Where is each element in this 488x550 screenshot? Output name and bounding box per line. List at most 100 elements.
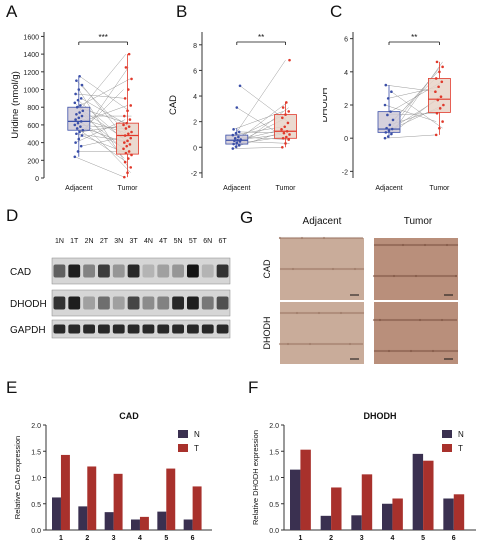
paired-line [80,78,131,106]
ihc-cell [374,274,378,278]
ihc-cell [301,311,305,315]
tumor-point [287,110,291,113]
legend-label: N [194,430,200,439]
ihc-cell [320,236,324,240]
blot-band [98,296,110,310]
tumor-point [123,141,126,144]
paired-line [74,156,125,178]
ihc-cell [403,243,407,247]
tumor-point [285,135,288,139]
ihc-cell [412,274,416,278]
bar-t [423,460,434,530]
ihc-cell [388,318,392,322]
ihc-cell [295,311,299,315]
blot-band [172,264,184,278]
ihc-cell [288,236,292,240]
blot-band [216,264,229,278]
ihc-cell [409,243,413,247]
tumor-point [127,157,130,160]
ihc-cell [289,267,293,271]
ihc-cell [355,311,359,315]
x-tick-label: 3 [112,535,116,542]
ihc-cell [332,236,336,240]
blot-band [142,264,155,278]
adjacent-point [73,101,77,105]
y-tick-label: 1.0 [31,476,41,483]
ihc-cell [296,342,300,346]
ihc-cell [293,267,297,271]
y-tick-label: -2 [191,171,197,178]
ihc-cell [309,311,313,315]
ihc-cell [361,267,365,271]
adjacent-point [74,141,77,144]
lane-label: 4T [159,238,168,245]
adjacent-point [79,144,83,148]
tumor-point [127,150,131,153]
ihc-cell [346,236,350,240]
ihc-cell [447,349,451,353]
ihc-cell [427,243,431,247]
ihc-cell [398,318,402,322]
adjacent-point [236,138,239,142]
y-tick-label: 6 [193,68,197,75]
adjacent-point [386,113,389,117]
tumor-point [126,139,129,143]
ihc-cell [347,267,351,271]
legend-swatch [442,430,452,438]
ihc-cell [450,318,454,322]
ihc-cell [304,236,308,240]
ihc-cell [386,318,390,322]
ihc-cell [405,349,409,353]
tumor-point [124,151,128,155]
ihc-cell [449,243,453,247]
ihc-cell [432,318,436,322]
ihc-cell [312,236,316,240]
ihc-cell [439,243,443,247]
adjacent-point [235,141,239,145]
legend-swatch [178,444,188,452]
ihc-cell [358,342,362,346]
ihc-cell [281,311,285,315]
tumor-point [130,130,133,134]
ihc-cell [410,318,414,322]
blot-band [112,296,125,310]
ihc-cell [422,318,426,322]
ihc-cell [373,349,377,353]
blot-band [83,324,95,334]
paired-line [391,91,443,129]
blot-band [112,324,125,334]
adjacent-point [75,112,78,116]
ihc-cell [343,267,347,271]
adjacent-point [80,83,84,87]
blot-band [201,264,214,278]
tumor-point [124,127,128,130]
ihc-cell [422,274,426,278]
bar-n [382,503,393,530]
bar-t [60,454,70,530]
ihc-cell [323,267,327,271]
adjacent-point [237,144,241,147]
tumor-point [127,132,130,136]
tumor-point [122,147,125,151]
lane-label: 1T [70,238,79,245]
ihc-cell [280,236,284,240]
y-tick-label: 4 [344,70,348,77]
ihc-cell [325,267,329,271]
tumor-point [441,65,444,69]
y-tick-label: 400 [27,141,39,148]
ihc-cell [442,318,446,322]
ihc-cell [455,243,459,247]
ihc-cell [328,236,332,240]
ihc-cell [425,349,429,353]
ihc-cell [437,243,441,247]
paired-line [79,76,130,111]
ihc-cell [385,243,389,247]
blot-row-label: GAPDH [10,325,46,336]
ihc-cell [418,318,422,322]
ihc-cell [391,243,395,247]
ihc-cell [395,349,399,353]
y-tick-label: 2 [344,103,348,110]
ihc-cell [353,311,357,315]
ihc-cell [307,311,311,315]
ihc-cell [399,243,403,247]
